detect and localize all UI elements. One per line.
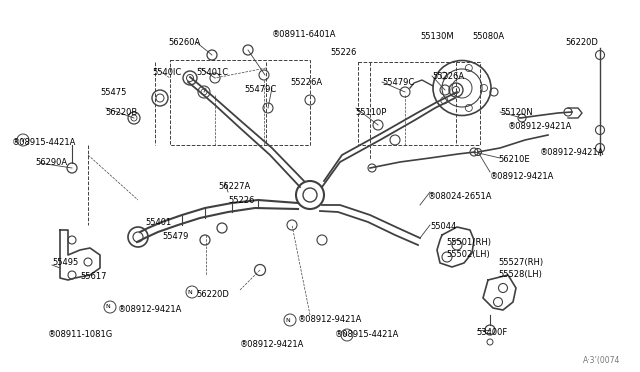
Text: 55475: 55475	[100, 88, 126, 97]
Text: 56290A: 56290A	[35, 158, 67, 167]
Text: 55226A: 55226A	[432, 72, 464, 81]
Text: 56210E: 56210E	[498, 155, 530, 164]
Text: 55110P: 55110P	[355, 108, 387, 117]
Text: ®08912-9421A: ®08912-9421A	[298, 315, 362, 324]
Text: 55617: 55617	[80, 272, 106, 281]
Text: 56220B: 56220B	[105, 108, 137, 117]
Text: 55080A: 55080A	[472, 32, 504, 41]
Text: N: N	[106, 305, 110, 310]
Text: N: N	[285, 317, 291, 323]
Text: 56220D: 56220D	[565, 38, 598, 47]
Text: A·3’(0074: A·3’(0074	[582, 356, 620, 365]
Text: ®08912-9421A: ®08912-9421A	[490, 172, 554, 181]
Text: 55130M: 55130M	[420, 32, 454, 41]
Text: 55527(RH): 55527(RH)	[498, 258, 543, 267]
Text: 55226: 55226	[228, 196, 254, 205]
Text: 55528(LH): 55528(LH)	[498, 270, 542, 279]
Text: 55479C: 55479C	[244, 85, 276, 94]
Text: 56220D: 56220D	[196, 290, 229, 299]
Text: ®08024-2651A: ®08024-2651A	[428, 192, 493, 201]
Text: ®08912-9421A: ®08912-9421A	[540, 148, 604, 157]
Text: 5540lC: 5540lC	[152, 68, 181, 77]
Text: 55501(RH): 55501(RH)	[446, 238, 491, 247]
Text: 55479C: 55479C	[382, 78, 414, 87]
Text: ®08912-9421A: ®08912-9421A	[118, 305, 182, 314]
Text: ®08915-4421A: ®08915-4421A	[12, 138, 76, 147]
Text: 55226A: 55226A	[290, 78, 322, 87]
Text: 55479: 55479	[162, 232, 188, 241]
Text: ®08912-9421A: ®08912-9421A	[508, 122, 572, 131]
Text: ®08911-6401A: ®08911-6401A	[272, 30, 337, 39]
Text: 55120N: 55120N	[500, 108, 532, 117]
Text: 55401: 55401	[145, 218, 172, 227]
Text: 55401C: 55401C	[196, 68, 228, 77]
Text: N: N	[342, 333, 348, 337]
Text: ®08911-1081G: ®08911-1081G	[48, 330, 113, 339]
Text: 56260A: 56260A	[168, 38, 200, 47]
Text: 55044: 55044	[430, 222, 456, 231]
Text: 55502(LH): 55502(LH)	[446, 250, 490, 259]
Text: N: N	[188, 289, 193, 295]
Text: 55495: 55495	[52, 258, 78, 267]
Text: 56227A: 56227A	[218, 182, 250, 191]
Text: ®08912-9421A: ®08912-9421A	[240, 340, 305, 349]
Text: V: V	[21, 138, 25, 142]
Text: 53400F: 53400F	[476, 328, 508, 337]
Text: ®08915-4421A: ®08915-4421A	[335, 330, 399, 339]
Text: 55226: 55226	[330, 48, 356, 57]
